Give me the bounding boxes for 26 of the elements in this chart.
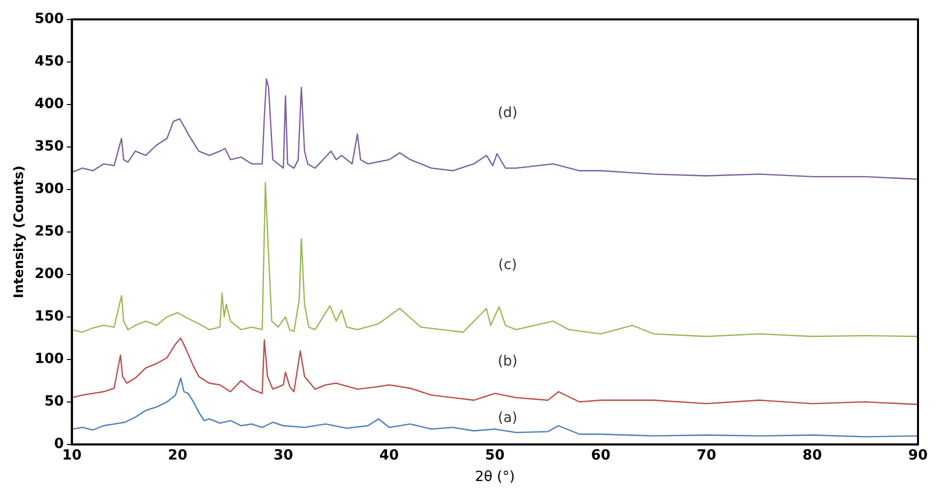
x-tick-label: 30 xyxy=(274,447,294,464)
y-tick-label: 450 xyxy=(34,54,64,70)
y-tick-label: 100 xyxy=(34,351,64,368)
y-tick-label: 50 xyxy=(44,394,64,410)
x-axis-title: 2θ (°) xyxy=(474,469,515,486)
x-tick-label: 80 xyxy=(802,447,822,464)
x-tick-label: 60 xyxy=(590,447,611,464)
x-tick-label: 40 xyxy=(379,447,400,464)
x-tick-label: 20 xyxy=(168,447,188,464)
y-tick-label: 350 xyxy=(34,138,64,155)
text: (c) xyxy=(498,257,517,274)
x-tick-label: 70 xyxy=(696,447,716,464)
x-tick-label: 50 xyxy=(485,447,505,464)
y-tick-label: 500 xyxy=(34,11,64,28)
y-tick-label: 300 xyxy=(34,181,64,198)
x-tick-label: 90 xyxy=(908,447,928,464)
series-label: (a) xyxy=(498,410,518,426)
x-tick-label: 10 xyxy=(62,447,82,464)
y-tick-label: 400 xyxy=(34,96,64,112)
y-tick-label: 0 xyxy=(54,436,64,452)
series-label: (b) xyxy=(498,353,518,370)
y-tick-label: 150 xyxy=(34,308,64,325)
y-axis-title: Intensity (Counts) xyxy=(12,166,28,298)
y-tick-label: 200 xyxy=(34,266,64,282)
y-tick-label: 250 xyxy=(34,224,64,240)
text: (d) xyxy=(498,104,518,121)
